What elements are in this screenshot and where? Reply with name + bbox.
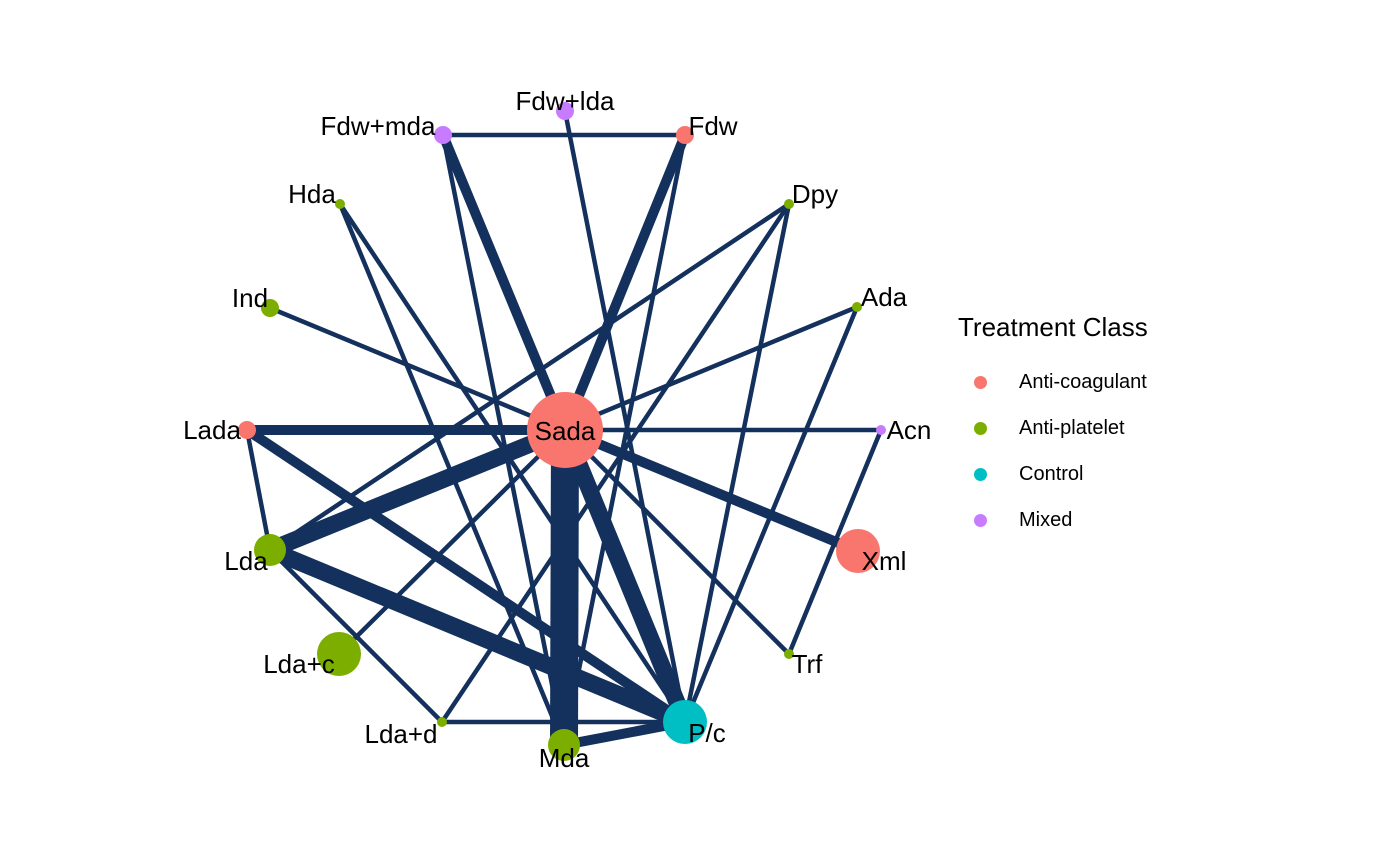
legend-item-mixed: Mixed xyxy=(958,497,1258,543)
node-label-ind: Ind xyxy=(232,283,268,313)
edge-lada-p-c xyxy=(244,425,688,727)
edge-hda-mda xyxy=(337,203,567,746)
node-label-trf: Trf xyxy=(792,649,824,679)
edge-lda-lda-plus-d xyxy=(268,548,444,724)
node-label-fdw: Fdw xyxy=(688,111,737,141)
legend-swatch xyxy=(974,421,987,435)
node-label-fdw-plus-mda: Fdw+mda xyxy=(321,111,436,141)
legend-item-control: Control xyxy=(958,451,1258,497)
node-hda xyxy=(335,199,345,209)
legend-title: Treatment Class xyxy=(958,312,1148,342)
node-acn xyxy=(876,425,886,435)
node-mda xyxy=(548,729,580,761)
node-label-mda: Mda xyxy=(539,743,590,773)
node-fdw-plus-mda xyxy=(434,126,452,144)
edge-sada-p-c xyxy=(557,426,693,726)
node-label-dpy: Dpy xyxy=(792,179,838,209)
edge-sada-xml xyxy=(563,425,860,556)
node-label-fdw-plus-lda: Fdw+lda xyxy=(516,86,616,116)
node-label-lada: Lada xyxy=(183,415,241,445)
edge-sada-mda xyxy=(550,429,579,746)
edge-fdw-mda xyxy=(561,134,688,746)
node-sada xyxy=(527,392,603,468)
edge-ada-p-c xyxy=(682,306,860,723)
edge-lda-p-c xyxy=(266,542,689,730)
legend-label: Control xyxy=(1019,462,1084,485)
node-label-hda: Hda xyxy=(288,179,336,209)
legend-item-anti-platelet: Anti-platelet xyxy=(958,405,1258,451)
edge-sada-trf xyxy=(563,428,791,656)
edge-dpy-p-c xyxy=(682,203,792,723)
node-ind xyxy=(261,299,279,317)
node-label-p-c: P/c xyxy=(688,718,726,748)
legend-label: Mixed xyxy=(1019,508,1073,531)
legend-swatch xyxy=(974,513,987,527)
legend-swatch xyxy=(974,375,987,389)
edge-hda-p-c xyxy=(338,202,687,724)
edge-fdw-plus-mda-mda xyxy=(440,134,567,746)
node-label-xml: Xml xyxy=(862,546,907,576)
node-label-lda-plus-d: Lda+d xyxy=(364,719,437,749)
edge-sada-fdw-plus-mda xyxy=(438,133,570,432)
legend-item-anti-coagulant: Anti-coagulant xyxy=(958,359,1258,405)
node-xml xyxy=(836,529,880,573)
node-lada xyxy=(238,421,256,439)
node-label-sada: Sada xyxy=(535,416,596,446)
node-fdw-plus-lda xyxy=(556,102,574,120)
node-label-lda: Lda xyxy=(224,546,268,576)
legend-swatch xyxy=(974,467,987,481)
legend: Treatment Class Anti-coagulant Anti-plate… xyxy=(958,312,1258,543)
edge-sada-ind xyxy=(269,305,566,433)
node-lda-plus-d xyxy=(437,717,447,727)
node-fdw xyxy=(676,126,694,144)
edge-lda-dpy xyxy=(268,202,791,552)
legend-items: Anti-coagulant Anti-platelet Control Mixed xyxy=(958,359,1258,543)
node-dpy xyxy=(784,199,794,209)
node-label-lda-plus-c: Lda+c xyxy=(263,649,335,679)
node-ada xyxy=(852,302,862,312)
node-trf xyxy=(784,649,794,659)
legend-label: Anti-platelet xyxy=(1019,416,1125,439)
node-label-ada: Ada xyxy=(861,282,908,312)
edge-lda-plus-d-dpy xyxy=(440,202,791,724)
edge-lada-lda xyxy=(244,429,273,551)
edge-fdw-plus-lda-p-c xyxy=(562,110,688,723)
edge-acn-trf xyxy=(786,429,884,655)
legend-label: Anti-coagulant xyxy=(1019,370,1147,393)
edge-sada-lda-plus-c xyxy=(337,428,567,656)
labels-layer: Sada Fdw+lda Fdw Dpy Ada Acn Xml Trf P/c Mda Lda+d… xyxy=(183,86,931,773)
edge-sada-fdw xyxy=(560,133,690,432)
nodes-layer xyxy=(238,102,886,761)
node-lda-plus-c xyxy=(317,632,361,676)
node-p-c xyxy=(663,700,707,744)
node-lda xyxy=(254,534,286,566)
node-label-acn: Acn xyxy=(887,415,932,445)
